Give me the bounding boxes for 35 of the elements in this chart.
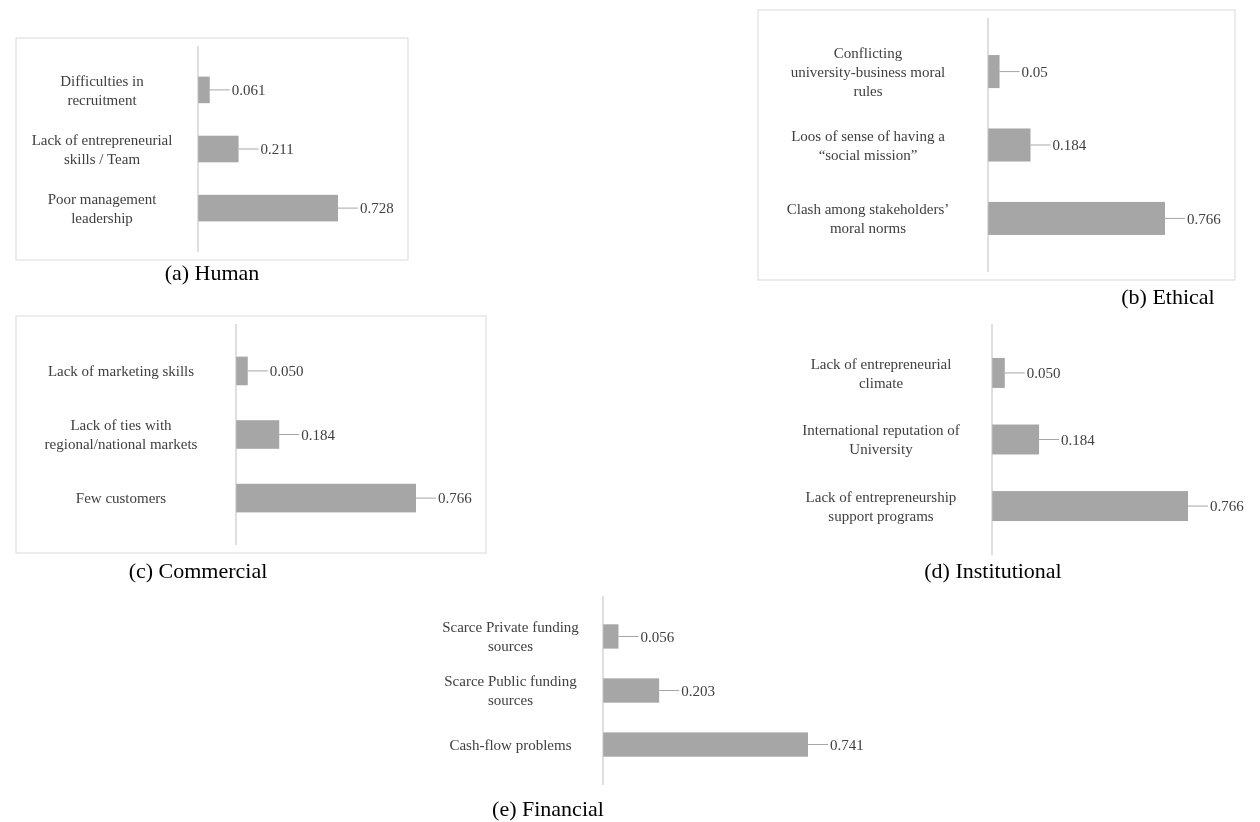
- y-tick-label: Lack of entrepreneurial climate: [810, 355, 952, 391]
- text: (d) Institutional: [924, 558, 1062, 583]
- y-tick-label: Cash-flow problems: [449, 736, 572, 753]
- text: (c) Commercial: [128, 558, 268, 583]
- y-tick-label: Lack of marketing skills: [47, 363, 195, 380]
- text: (b) Ethical: [1121, 284, 1215, 309]
- y-tick-label: Few customers: [75, 490, 167, 507]
- y-tick-label: Scarce Public funding sources: [444, 673, 578, 709]
- text: (e) Financial: [492, 796, 604, 821]
- data-label: 0.203: [681, 682, 715, 699]
- data-label: 0.766: [1210, 498, 1245, 515]
- data-label: 0.050: [1026, 365, 1061, 382]
- y-tick-label: Clash among stakeholders’ moral norms: [786, 201, 950, 237]
- y-tick-label: Loos of sense of having a “social mission”: [791, 127, 946, 163]
- data-label: 0.728: [360, 200, 394, 217]
- data-label: 0.056: [640, 628, 675, 645]
- data-label: 0.05: [1021, 63, 1048, 80]
- y-tick-label: Poor management leadership: [47, 190, 158, 226]
- data-label: 0.741: [830, 736, 864, 753]
- y-tick-label: International reputation of University: [802, 422, 960, 458]
- data-label: 0.184: [1052, 137, 1087, 154]
- data-label: 0.061: [231, 82, 266, 99]
- y-tick-label: Lack of entrepreneurship support programs: [805, 488, 957, 524]
- y-tick-label: Lack of entrepreneurial skills / Team: [31, 131, 173, 167]
- y-tick-label: Difficulties in recruitment: [60, 72, 145, 108]
- data-label: 0.766: [1187, 210, 1222, 227]
- data-label: 0.184: [1061, 431, 1096, 448]
- data-label: 0.050: [269, 363, 304, 380]
- y-tick-label: Lack of ties with regional/national markets: [44, 417, 198, 453]
- data-label: 0.211: [260, 141, 294, 158]
- data-label: 0.766: [438, 490, 473, 507]
- y-tick-label: Scarce Private funding sources: [442, 619, 580, 655]
- text: (a) Human: [164, 260, 260, 285]
- data-label: 0.184: [301, 426, 336, 443]
- y-tick-label: Conflicting university-business moral rules: [790, 44, 946, 99]
